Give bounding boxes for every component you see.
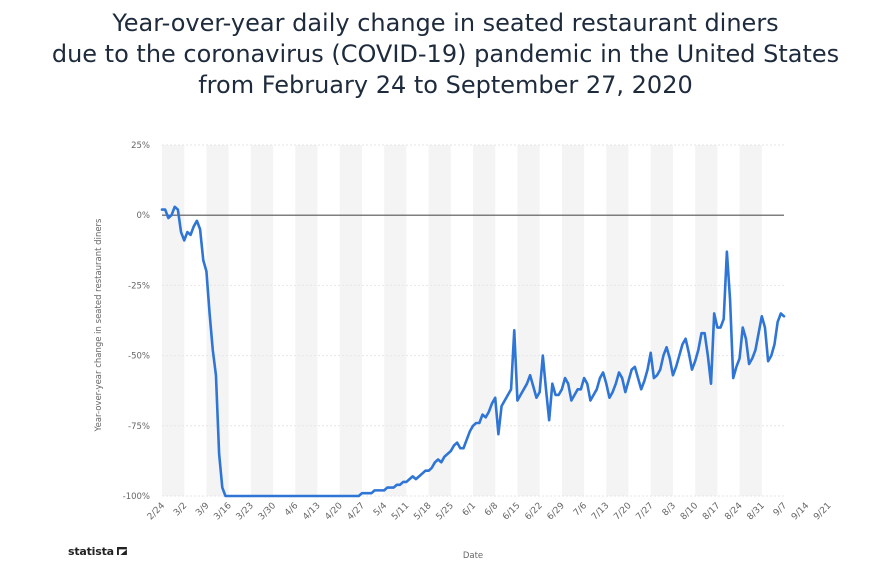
x-tick-label: 5/18: [412, 501, 434, 523]
x-tick-label: 6/29: [546, 501, 568, 523]
grid-band: [473, 145, 496, 496]
x-tick-label: 8/17: [701, 501, 722, 522]
grid-band: [250, 145, 274, 496]
x-tick-label: 3/16: [212, 501, 234, 523]
grid-band: [206, 145, 229, 496]
grid-band: [162, 145, 185, 496]
chart-title: Year-over-year daily change in seated re…: [0, 8, 891, 101]
chart-title-line: Year-over-year daily change in seated re…: [112, 9, 779, 37]
x-tick-label: 5/4: [372, 501, 390, 519]
grid-band: [739, 145, 762, 496]
x-tick-label: 4/20: [323, 501, 345, 523]
y-tick-label: 25%: [131, 141, 150, 151]
x-tick-label: 2/24: [146, 501, 168, 523]
x-tick-label: 8/3: [661, 501, 678, 518]
x-tick-label: 3/9: [194, 501, 212, 519]
y-tick-label: -25%: [128, 281, 150, 291]
x-tick-label: 9/21: [812, 501, 833, 522]
x-tick-label: 7/20: [612, 501, 634, 523]
x-tick-label: 6/1: [461, 501, 478, 518]
y-axis-label: Year-over-year change in seated restaura…: [94, 218, 104, 433]
y-tick-label: 0%: [137, 211, 151, 221]
grid-band: [428, 145, 451, 496]
x-tick-label: 3/23: [235, 501, 256, 522]
x-tick-label: 4/6: [283, 501, 301, 519]
statista-logo: statista: [68, 545, 127, 558]
grid-band: [650, 145, 673, 496]
x-tick-label: 7/6: [572, 501, 590, 519]
x-tick-label: 9/7: [772, 501, 789, 518]
x-tick-label: 5/11: [390, 501, 411, 522]
grid-band: [295, 145, 318, 496]
brand-name: statista: [68, 545, 114, 558]
grid: [162, 144, 784, 497]
grid-band: [339, 145, 362, 496]
y-tick-label: -50%: [128, 352, 150, 362]
y-tick-label: -75%: [128, 422, 150, 432]
x-tick-label: 4/13: [301, 501, 322, 522]
x-tick-label: 8/24: [723, 501, 745, 523]
grid-band: [606, 145, 629, 496]
x-tick-label: 7/13: [590, 501, 611, 522]
x-tick-label: 6/8: [483, 501, 501, 519]
x-tick-label: 5/25: [435, 501, 456, 522]
x-tick-label: 9/14: [790, 501, 812, 523]
x-tick-label: 7/27: [634, 501, 655, 522]
x-tick-label: 8/31: [746, 501, 767, 522]
grid-band: [561, 145, 585, 496]
x-tick-label: 4/27: [346, 501, 367, 522]
y-tick-label: -100%: [123, 492, 150, 502]
x-tick-label: 3/2: [172, 501, 189, 518]
x-tick-label: 6/15: [501, 501, 522, 522]
grid-band: [695, 145, 718, 496]
x-tick-label: 8/10: [679, 501, 701, 523]
series-line: [160, 205, 786, 498]
chart-title-line: from February 24 to September 27, 2020: [198, 71, 693, 99]
grid-band: [517, 145, 540, 496]
x-tick-label: 6/22: [523, 501, 544, 522]
x-tick-label: 3/30: [257, 501, 279, 523]
statista-logo-icon: [116, 547, 127, 555]
grid-band: [384, 145, 407, 496]
series-layer: [160, 205, 786, 498]
chart-title-line: due to the coronavirus (COVID-19) pandem…: [51, 40, 840, 68]
x-axis-label: Date: [463, 551, 483, 561]
